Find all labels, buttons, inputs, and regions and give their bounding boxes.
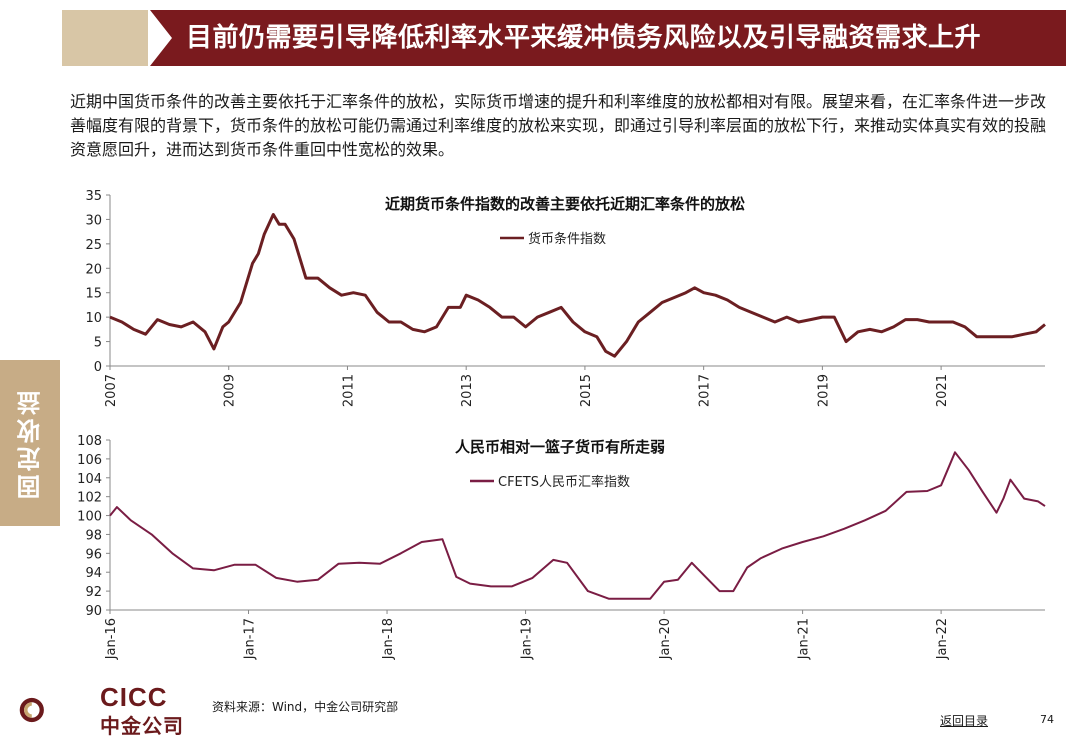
intro-paragraph: 近期中国货币条件的改善主要依托于汇率条件的放松，实际货币增速的提升和利率维度的放…	[70, 92, 1047, 159]
x-tick-label: Jan-21	[797, 618, 812, 660]
y-tick-label: 98	[85, 528, 102, 543]
x-tick-label: Jan-17	[243, 618, 258, 660]
y-tick-label: 102	[77, 491, 102, 506]
y-tick-label: 30	[85, 213, 102, 228]
side-tab-label: 固定收益	[16, 387, 45, 499]
chart-title: 近期货币条件指数的改善主要依托近期汇率条件的放松	[385, 195, 745, 213]
section-side-tab[interactable]: 固定收益	[0, 360, 60, 526]
y-tick-label: 10	[85, 311, 102, 326]
y-tick-label: 94	[85, 566, 102, 581]
x-tick-label: Jan-20	[658, 618, 673, 660]
y-tick-label: 0	[94, 360, 102, 375]
x-tick-label: 2007	[104, 374, 119, 407]
y-tick-label: 96	[85, 547, 102, 562]
chart-cfets-index: 人民币相对一篮子货币有所走弱 CFETS人民币汇率指数 90 92 94 96 98 100 1…	[77, 434, 1046, 660]
y-tick-label: 20	[85, 262, 102, 277]
cicc-logo	[19, 697, 44, 723]
x-tick-label: Jan-16	[104, 618, 119, 660]
series-line	[109, 451, 1046, 600]
y-tick-label: 35	[85, 189, 102, 204]
x-tick-label: 2009	[223, 374, 238, 407]
header-banner	[150, 10, 1066, 66]
x-tick-label: 2017	[698, 374, 713, 407]
logo-text-en: CICC	[100, 682, 168, 712]
x-tick-label: 2015	[579, 374, 594, 407]
legend-label: 货币条件指数	[528, 231, 606, 247]
x-tick-label: Jan-18	[381, 618, 396, 660]
source-note: 资料来源：Wind，中金公司研究部	[212, 700, 399, 714]
logo-crescent-icon	[24, 702, 32, 718]
back-to-toc-link[interactable]: 返回目录	[940, 714, 989, 728]
y-tick-label: 104	[77, 472, 102, 487]
legend-label: CFETS人民币汇率指数	[498, 474, 630, 490]
chart-title: 人民币相对一篮子货币有所走弱	[455, 438, 665, 456]
x-tick-label: Jan-19	[520, 618, 535, 660]
y-tick-label: 15	[85, 287, 102, 302]
x-tick-label: 2011	[341, 374, 356, 407]
series-line	[109, 213, 1046, 358]
x-tick-label: 2019	[816, 374, 831, 407]
y-tick-label: 90	[85, 604, 102, 619]
y-tick-label: 5	[94, 336, 102, 351]
y-tick-label: 108	[77, 434, 102, 449]
x-tick-label: Jan-22	[935, 618, 950, 660]
y-tick-label: 100	[77, 510, 102, 525]
page-number: 74	[1040, 713, 1054, 726]
y-tick-label: 106	[77, 453, 102, 468]
logo-text-cn: 中金公司	[100, 714, 184, 738]
page-title: 目前仍需要引导降低利率水平来缓冲债务风险以及引导融资需求上升	[186, 23, 982, 53]
y-tick-label: 25	[85, 238, 102, 253]
y-tick-label: 92	[85, 585, 102, 600]
x-tick-label: 2013	[460, 374, 475, 407]
x-tick-label: 2021	[935, 374, 950, 407]
header-accent-block	[62, 10, 148, 66]
